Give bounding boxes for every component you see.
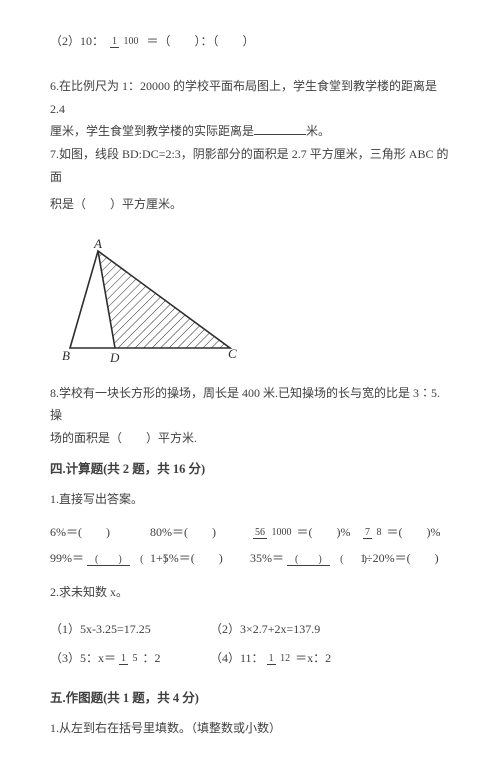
frac-den: 5 <box>131 653 140 664</box>
frac-num: 56 <box>253 527 267 539</box>
eq3: （3）5：x＝ 1 5 ：2 <box>50 647 210 670</box>
q8-line2: 场的面积是（ ）平方米. <box>50 427 450 450</box>
frac-num: 7 <box>363 527 372 539</box>
q5-2-prefix: （2）10： <box>50 34 104 48</box>
frac-num: 1 <box>110 36 119 48</box>
eq2: （2）3×2.7+2x=137.9 <box>210 618 320 641</box>
eq3-frac: 1 5 <box>119 654 140 664</box>
q4-1-title: 1.直接写出答案。 <box>50 488 450 511</box>
r1c4: 7 8 ＝( )% <box>360 521 441 544</box>
frac-num: ( ) <box>87 554 130 566</box>
frac-den: 100 <box>122 36 141 47</box>
q8-line1: 8.学校有一块长方形的操场，周长是 400 米.已知操场的长与宽的比是 3∶5.… <box>50 382 450 428</box>
eq1: （1）5x-3.25=17.25 <box>50 618 210 641</box>
q6-line2b: 米。 <box>306 124 330 138</box>
eq3b: ：2 <box>143 651 161 665</box>
r2c3: 35%＝ ( ) ( ) <box>250 551 360 567</box>
r1c2: 80%＝( ) <box>150 521 250 544</box>
section5-heading: 五.作图题(共 1 题，共 4 分) <box>50 687 450 711</box>
section4-heading: 四.计算题(共 2 题，共 16 分) <box>50 458 450 482</box>
eq3a: （3）5：x＝ <box>50 651 116 665</box>
r2c1a: 99%＝ <box>50 551 84 565</box>
r1c3-eq: ＝( )% <box>297 525 351 539</box>
calc-row-2: 99%＝ ( ) ( ) 1+5%＝( ) 35%＝ ( ) ( ) 1÷20%… <box>50 551 450 567</box>
q5-2-line: （2）10： 1 100 ＝（ ）：（ ） <box>50 30 450 53</box>
r1c3-frac: 56 1000 <box>253 528 294 538</box>
eq4a: （4）11： <box>210 651 264 665</box>
r2c3a: 35%＝ <box>250 551 284 565</box>
triangle-figure: A B D C <box>60 236 250 366</box>
eq4-frac: 1 12 <box>267 654 293 664</box>
r1c4-frac: 7 8 <box>363 528 384 538</box>
q5-2-rest: ＝（ ）：（ ） <box>147 34 255 48</box>
label-C: C <box>228 346 237 361</box>
q7-line1: 7.如图，线段 BD:DC=2:3，阴影部分的面积是 2.7 平方厘米，三角形 … <box>50 143 450 189</box>
label-A: A <box>93 236 102 251</box>
label-D: D <box>109 350 120 365</box>
r2c1: 99%＝ ( ) ( ) <box>50 551 150 567</box>
eq4: （4）11： 1 12 ＝x：2 <box>210 647 331 670</box>
r2c4: 1÷20%＝( ) <box>360 551 439 567</box>
q7-line2: 积是（ ）平方厘米。 <box>50 193 450 216</box>
eq-row-2: （3）5：x＝ 1 5 ：2 （4）11： 1 12 ＝x：2 <box>50 647 450 670</box>
eq-row-1: （1）5x-3.25=17.25 （2）3×2.7+2x=137.9 <box>50 618 450 641</box>
r1c3: 56 1000 ＝( )% <box>250 521 360 544</box>
q6-line2a: 厘米，学生食堂到教学楼的实际距离是 <box>50 124 254 138</box>
label-B: B <box>62 348 70 363</box>
frac-den: 1000 <box>270 527 294 538</box>
q5-1-title: 1.从左到右在括号里填数。（填整数或小数） <box>50 717 450 740</box>
q6-line2: 厘米，学生食堂到教学楼的实际距离是 米。 <box>50 120 450 143</box>
r2c2: 1+5%＝( ) <box>150 551 250 567</box>
frac-num: 1 <box>119 653 128 665</box>
frac-den: 8 <box>375 527 384 538</box>
frac-num: ( ) <box>287 554 330 566</box>
q4-2-title: 2.求未知数 x。 <box>50 581 450 604</box>
q5-2-fraction: 1 100 <box>110 37 141 47</box>
eq4b: ＝x：2 <box>295 651 331 665</box>
r1c1: 6%＝( ) <box>50 521 150 544</box>
q6-line1: 6.在比例尺为 1：20000 的学校平面布局图上，学生食堂到教学楼的距离是 2… <box>50 75 450 121</box>
frac-den: 12 <box>278 653 292 664</box>
frac-num: 1 <box>267 653 276 665</box>
blank-underline <box>254 134 306 135</box>
r1c4-eq: ＝( )% <box>387 525 441 539</box>
calc-row-1: 6%＝( ) 80%＝( ) 56 1000 ＝( )% 7 8 ＝( )% <box>50 521 450 544</box>
